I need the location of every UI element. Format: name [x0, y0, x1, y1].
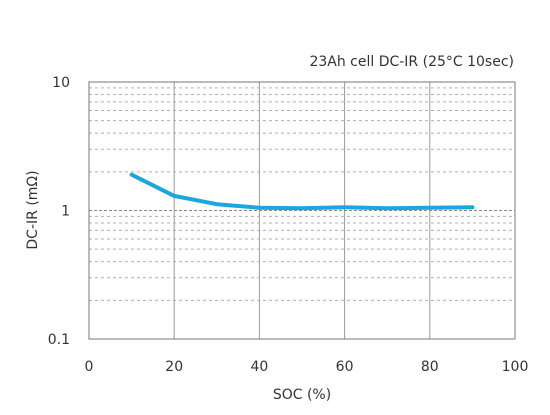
x-tick-label: 0 — [85, 359, 94, 375]
chart-title: 23Ah cell DC-IR (25°C 10sec) — [309, 54, 514, 70]
x-tick-labels: 0 20 40 60 80 100 — [85, 359, 529, 375]
y-tick-label: 1 — [61, 204, 70, 220]
x-tick-label: 40 — [250, 359, 268, 375]
y-tick-labels: 0.1 1 10 — [48, 75, 70, 348]
y-axis-title: DC-IR (mΩ) — [25, 170, 41, 249]
x-tick-label: 100 — [502, 359, 529, 375]
plot-frame — [88, 81, 516, 340]
series-line — [129, 172, 475, 211]
y-tick-label: 0.1 — [48, 332, 70, 348]
x-tick-label: 80 — [421, 359, 439, 375]
x-axis-title: SOC (%) — [273, 387, 331, 403]
series-layer — [129, 172, 475, 211]
grid-layer — [89, 82, 515, 339]
x-tick-label: 60 — [336, 359, 354, 375]
x-tick-label: 20 — [165, 359, 183, 375]
y-tick-label: 10 — [52, 75, 70, 91]
